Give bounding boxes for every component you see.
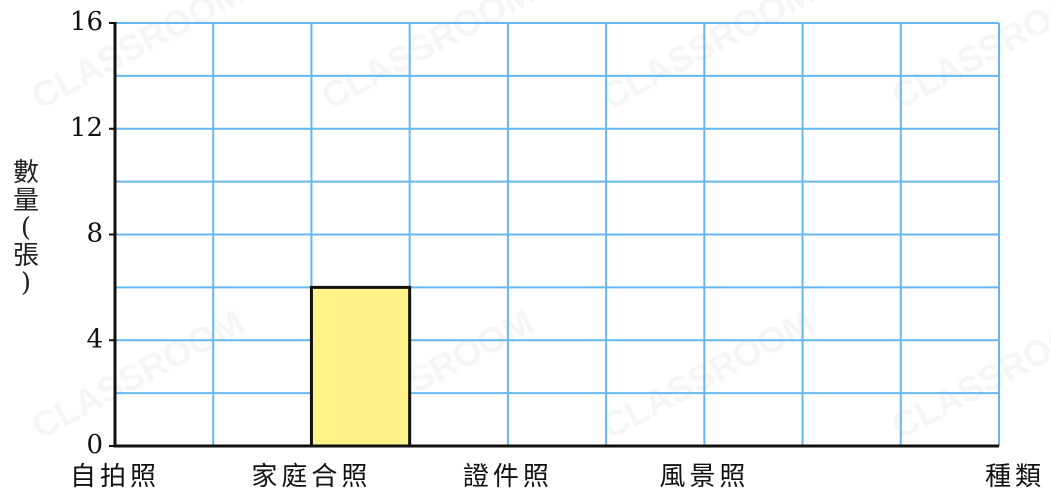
watermark-text: CLASSROOM [885, 301, 1051, 447]
watermark-text: CLASSROOM [315, 0, 541, 117]
y-axis-title-char: 數 [12, 158, 39, 188]
watermark-text: CLASSROOM [25, 0, 251, 117]
y-axis-title-char: 量 [12, 185, 39, 216]
y-tick-label: 4 [86, 324, 103, 354]
y-tick-label: 12 [70, 113, 103, 143]
watermark-text: CLASSROOM [885, 0, 1051, 117]
y-tick-label: 8 [86, 219, 103, 249]
x-tick-label: 家庭合照 [251, 462, 371, 492]
x-axis-title: 種類 [985, 462, 1045, 492]
axes [109, 22, 999, 448]
x-tick-label: 風景照 [659, 462, 749, 492]
watermark-text: CLASSROOM [595, 0, 821, 117]
watermark-text: CLASSROOM [595, 301, 821, 447]
y-axis-title-char: ( [20, 213, 32, 244]
y-axis-title: 數量(張) [6, 158, 46, 299]
y-axis-title-char: 張 [12, 240, 39, 271]
x-tick-label: 證件照 [463, 462, 553, 492]
watermark-text: CLASSROOM [25, 301, 251, 447]
x-tick-labels: 自拍照 家庭合照 證件照 風景照 種類 [70, 462, 1045, 492]
y-axis-title-char: ) [20, 268, 32, 299]
y-tick-label: 16 [70, 7, 103, 37]
x-tick-label: 自拍照 [70, 462, 160, 492]
watermark: CLASSROOM CLASSROOM CLASSROOM CLASSROOM CLAS… [25, 0, 1051, 447]
y-tick-label: 0 [86, 430, 103, 460]
y-tick-labels: 0 4 8 12 16 [70, 7, 103, 460]
grid [115, 22, 1000, 446]
bars [309, 285, 412, 448]
bar-家庭合照 [309, 285, 412, 448]
